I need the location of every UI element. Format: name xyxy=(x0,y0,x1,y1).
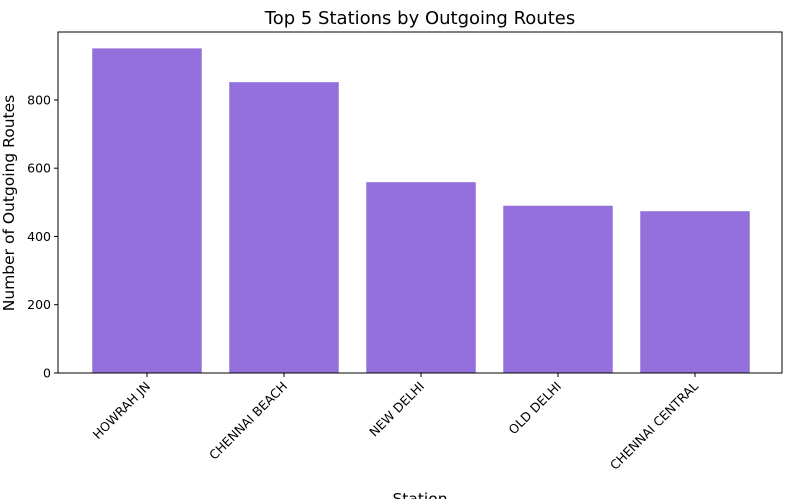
x-axis: HOWRAH JN CHENNAI BEACH NEW DELHI OLD DELHI… xyxy=(90,373,701,473)
bars-group xyxy=(92,48,750,373)
bar-howrah-jn xyxy=(92,48,202,373)
bar-old-delhi xyxy=(503,205,613,373)
y-tick-label: 400 xyxy=(27,229,51,244)
y-tick-label: 800 xyxy=(27,92,51,107)
x-tick-label: OLD DELHI xyxy=(505,379,564,438)
plot-frame xyxy=(57,31,783,374)
y-tick-label: 600 xyxy=(27,161,51,176)
x-tick-label: CHENNAI BEACH xyxy=(206,379,290,463)
bar-chennai-central xyxy=(640,211,750,373)
y-axis-label: Number of Outgoing Routes xyxy=(0,95,18,311)
x-tick-label: HOWRAH JN xyxy=(90,379,153,442)
bar-chennai-beach xyxy=(229,82,339,373)
x-tick-label: NEW DELHI xyxy=(366,379,427,440)
x-tick-label: CHENNAI CENTRAL xyxy=(607,378,701,472)
y-axis: 0 200 400 600 800 xyxy=(27,92,58,381)
chart-title: Top 5 Stations by Outgoing Routes xyxy=(264,8,575,29)
y-tick-label: 0 xyxy=(43,366,51,381)
bar-new-delhi xyxy=(366,182,476,373)
y-tick-label: 200 xyxy=(27,297,51,312)
x-axis-label: Station xyxy=(392,490,447,499)
